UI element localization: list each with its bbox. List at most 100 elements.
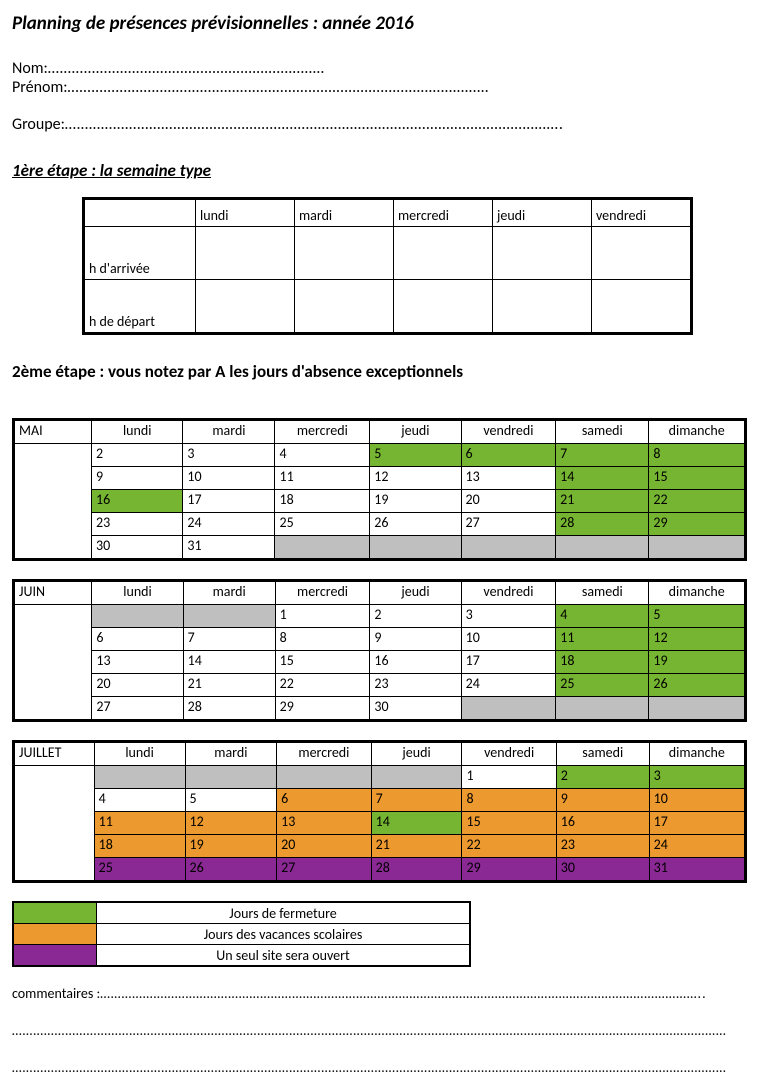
calendar-cell[interactable]: 26 bbox=[649, 674, 746, 697]
calendar-cell[interactable] bbox=[556, 536, 649, 560]
calendar-cell[interactable]: 22 bbox=[462, 835, 556, 858]
calendar-cell[interactable]: 6 bbox=[461, 444, 556, 467]
calendar-cell[interactable]: 4 bbox=[94, 789, 185, 812]
calendar-cell[interactable]: 30 bbox=[556, 858, 649, 882]
calendar-cell[interactable]: 12 bbox=[370, 467, 461, 490]
week-cell[interactable] bbox=[493, 227, 592, 280]
calendar-cell[interactable] bbox=[277, 766, 371, 789]
calendar-cell[interactable]: 2 bbox=[92, 444, 183, 467]
calendar-cell[interactable]: 9 bbox=[370, 628, 461, 651]
calendar-cell[interactable] bbox=[649, 536, 746, 560]
calendar-cell[interactable] bbox=[461, 697, 556, 721]
calendar-cell[interactable]: 15 bbox=[649, 467, 746, 490]
calendar-cell[interactable]: 13 bbox=[92, 651, 183, 674]
calendar-cell[interactable]: 27 bbox=[277, 858, 371, 882]
calendar-cell[interactable]: 18 bbox=[556, 651, 649, 674]
calendar-cell[interactable] bbox=[371, 766, 462, 789]
calendar-cell[interactable]: 17 bbox=[183, 490, 275, 513]
calendar-cell[interactable]: 29 bbox=[462, 858, 556, 882]
calendar-cell[interactable]: 11 bbox=[556, 628, 649, 651]
calendar-cell[interactable]: 14 bbox=[556, 467, 649, 490]
calendar-cell[interactable]: 24 bbox=[461, 674, 556, 697]
calendar-cell[interactable]: 21 bbox=[556, 490, 649, 513]
week-cell[interactable] bbox=[196, 280, 295, 334]
calendar-cell[interactable]: 8 bbox=[275, 628, 370, 651]
calendar-cell[interactable]: 18 bbox=[94, 835, 185, 858]
calendar-cell[interactable]: 19 bbox=[370, 490, 461, 513]
calendar-cell[interactable]: 2 bbox=[556, 766, 649, 789]
calendar-cell[interactable]: 15 bbox=[275, 651, 370, 674]
calendar-cell[interactable]: 9 bbox=[92, 467, 183, 490]
week-cell[interactable] bbox=[493, 280, 592, 334]
calendar-cell[interactable]: 27 bbox=[92, 697, 183, 721]
calendar-cell[interactable]: 7 bbox=[183, 628, 275, 651]
calendar-cell[interactable]: 15 bbox=[462, 812, 556, 835]
calendar-cell[interactable]: 8 bbox=[649, 444, 746, 467]
calendar-cell[interactable]: 1 bbox=[462, 766, 556, 789]
calendar-cell[interactable]: 11 bbox=[275, 467, 370, 490]
calendar-cell[interactable]: 24 bbox=[183, 513, 275, 536]
calendar-cell[interactable]: 9 bbox=[556, 789, 649, 812]
calendar-cell[interactable]: 24 bbox=[649, 835, 745, 858]
calendar-cell[interactable]: 10 bbox=[649, 789, 745, 812]
calendar-cell[interactable]: 28 bbox=[371, 858, 462, 882]
calendar-cell[interactable]: 31 bbox=[649, 858, 745, 882]
calendar-cell[interactable] bbox=[461, 536, 556, 560]
calendar-cell[interactable]: 8 bbox=[462, 789, 556, 812]
calendar-cell[interactable]: 7 bbox=[556, 444, 649, 467]
calendar-cell[interactable] bbox=[556, 697, 649, 721]
calendar-cell[interactable]: 25 bbox=[94, 858, 185, 882]
calendar-cell[interactable] bbox=[183, 605, 275, 628]
calendar-cell[interactable]: 31 bbox=[183, 536, 275, 560]
calendar-cell[interactable] bbox=[94, 766, 185, 789]
calendar-cell[interactable]: 16 bbox=[556, 812, 649, 835]
calendar-cell[interactable]: 20 bbox=[92, 674, 183, 697]
calendar-cell[interactable]: 2 bbox=[370, 605, 461, 628]
calendar-cell[interactable]: 23 bbox=[370, 674, 461, 697]
calendar-cell[interactable]: 27 bbox=[461, 513, 556, 536]
calendar-cell[interactable]: 29 bbox=[649, 513, 746, 536]
calendar-cell[interactable]: 6 bbox=[92, 628, 183, 651]
calendar-cell[interactable]: 18 bbox=[275, 490, 370, 513]
calendar-cell[interactable]: 25 bbox=[556, 674, 649, 697]
calendar-cell[interactable]: 19 bbox=[649, 651, 746, 674]
week-cell[interactable] bbox=[295, 280, 394, 334]
calendar-cell[interactable]: 26 bbox=[370, 513, 461, 536]
calendar-cell[interactable]: 20 bbox=[277, 835, 371, 858]
calendar-cell[interactable] bbox=[92, 605, 183, 628]
week-cell[interactable] bbox=[592, 227, 692, 280]
calendar-cell[interactable]: 4 bbox=[275, 444, 370, 467]
calendar-cell[interactable]: 5 bbox=[649, 605, 746, 628]
calendar-cell[interactable]: 4 bbox=[556, 605, 649, 628]
calendar-cell[interactable]: 26 bbox=[185, 858, 277, 882]
calendar-cell[interactable]: 28 bbox=[183, 697, 275, 721]
calendar-cell[interactable] bbox=[370, 536, 461, 560]
calendar-cell[interactable]: 3 bbox=[183, 444, 275, 467]
calendar-cell[interactable]: 5 bbox=[185, 789, 277, 812]
calendar-cell[interactable]: 22 bbox=[649, 490, 746, 513]
calendar-cell[interactable]: 23 bbox=[556, 835, 649, 858]
calendar-cell[interactable]: 29 bbox=[275, 697, 370, 721]
week-cell[interactable] bbox=[295, 227, 394, 280]
calendar-cell[interactable]: 13 bbox=[277, 812, 371, 835]
calendar-cell[interactable]: 3 bbox=[649, 766, 745, 789]
calendar-cell[interactable]: 17 bbox=[649, 812, 745, 835]
week-cell[interactable] bbox=[196, 227, 295, 280]
calendar-cell[interactable]: 11 bbox=[94, 812, 185, 835]
calendar-cell[interactable]: 30 bbox=[370, 697, 461, 721]
calendar-cell[interactable]: 12 bbox=[649, 628, 746, 651]
calendar-cell[interactable]: 30 bbox=[92, 536, 183, 560]
calendar-cell[interactable]: 19 bbox=[185, 835, 277, 858]
calendar-cell[interactable]: 10 bbox=[183, 467, 275, 490]
calendar-cell[interactable]: 16 bbox=[370, 651, 461, 674]
calendar-cell[interactable]: 21 bbox=[183, 674, 275, 697]
calendar-cell[interactable]: 3 bbox=[461, 605, 556, 628]
week-cell[interactable] bbox=[592, 280, 692, 334]
calendar-cell[interactable]: 12 bbox=[185, 812, 277, 835]
calendar-cell[interactable] bbox=[275, 536, 370, 560]
calendar-cell[interactable]: 7 bbox=[371, 789, 462, 812]
calendar-cell[interactable] bbox=[649, 697, 746, 721]
calendar-cell[interactable]: 21 bbox=[371, 835, 462, 858]
calendar-cell[interactable]: 10 bbox=[461, 628, 556, 651]
week-cell[interactable] bbox=[394, 280, 493, 334]
